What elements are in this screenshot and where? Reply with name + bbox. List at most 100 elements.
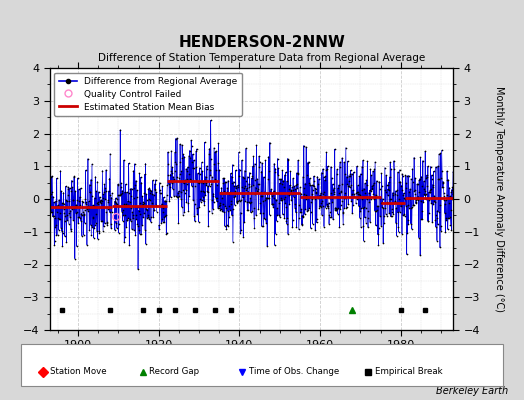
Point (307, 199, 315, 206)
Point (191, 218, 199, 224)
Point (362, 219, 370, 226)
Point (434, 163, 442, 169)
Point (269, 200, 277, 207)
Point (321, 192, 329, 199)
Point (258, 223, 266, 230)
Point (401, 184, 410, 191)
Point (112, 199, 121, 206)
Point (398, 173, 407, 179)
Point (107, 225, 115, 232)
Point (438, 184, 446, 190)
Point (158, 205, 167, 212)
Point (225, 214, 233, 220)
Point (179, 187, 187, 194)
Point (213, 198, 221, 204)
Point (143, 214, 151, 221)
Point (441, 210, 449, 216)
Point (443, 168, 451, 174)
Point (410, 202, 418, 208)
Point (166, 178, 174, 184)
Point (323, 166, 332, 172)
Point (138, 222, 146, 228)
Point (307, 225, 315, 232)
Point (216, 207, 225, 213)
Point (260, 215, 269, 222)
Point (365, 199, 374, 205)
Point (449, 191, 457, 197)
Point (234, 198, 242, 204)
Point (211, 149, 219, 155)
Point (300, 190, 309, 197)
Point (197, 179, 205, 186)
Point (409, 178, 417, 185)
Point (258, 193, 267, 200)
Point (288, 184, 296, 190)
Point (131, 182, 139, 188)
Point (123, 216, 131, 223)
Point (442, 214, 450, 221)
Text: HENDERSON-2NNW: HENDERSON-2NNW (179, 35, 345, 50)
Point (320, 189, 329, 195)
Point (172, 161, 181, 167)
Point (245, 170, 254, 176)
Point (167, 148, 176, 154)
Point (305, 205, 313, 212)
Point (263, 243, 271, 249)
Point (59, 200, 67, 206)
Point (230, 194, 238, 200)
Point (221, 223, 229, 229)
Point (189, 164, 198, 171)
Point (182, 199, 191, 205)
Point (336, 202, 345, 208)
Point (69, 217, 78, 223)
Point (384, 182, 392, 188)
Point (306, 182, 314, 188)
Point (308, 182, 316, 188)
Point (387, 212, 396, 219)
Point (80, 211, 89, 217)
Point (196, 170, 204, 177)
Point (233, 198, 242, 205)
Point (342, 204, 351, 210)
Point (106, 209, 114, 216)
Point (316, 200, 325, 207)
Point (256, 209, 265, 216)
Point (444, 214, 453, 221)
Point (365, 189, 373, 196)
Point (433, 208, 442, 214)
Point (227, 212, 236, 218)
Point (305, 182, 314, 188)
Point (71, 256, 79, 262)
Point (271, 168, 279, 175)
Point (247, 175, 256, 182)
Point (234, 184, 243, 191)
Point (225, 191, 233, 198)
Point (129, 168, 137, 174)
Point (244, 174, 252, 180)
Point (278, 197, 286, 203)
Point (383, 198, 391, 205)
Point (379, 240, 387, 246)
Point (394, 209, 402, 216)
Point (399, 192, 408, 198)
Point (81, 207, 89, 214)
Point (345, 172, 353, 179)
Point (210, 199, 218, 206)
Point (368, 182, 377, 188)
Point (234, 149, 243, 156)
Point (267, 190, 275, 197)
Point (378, 199, 387, 206)
Point (135, 207, 143, 214)
Point (301, 211, 309, 218)
Point (370, 196, 378, 202)
Point (106, 221, 115, 227)
Point (423, 218, 432, 224)
Point (98, 167, 106, 174)
Point (344, 182, 353, 189)
Point (90, 225, 99, 231)
Point (334, 210, 342, 217)
Point (160, 198, 169, 204)
Point (100, 188, 108, 195)
Point (206, 117, 215, 124)
Point (435, 151, 443, 157)
